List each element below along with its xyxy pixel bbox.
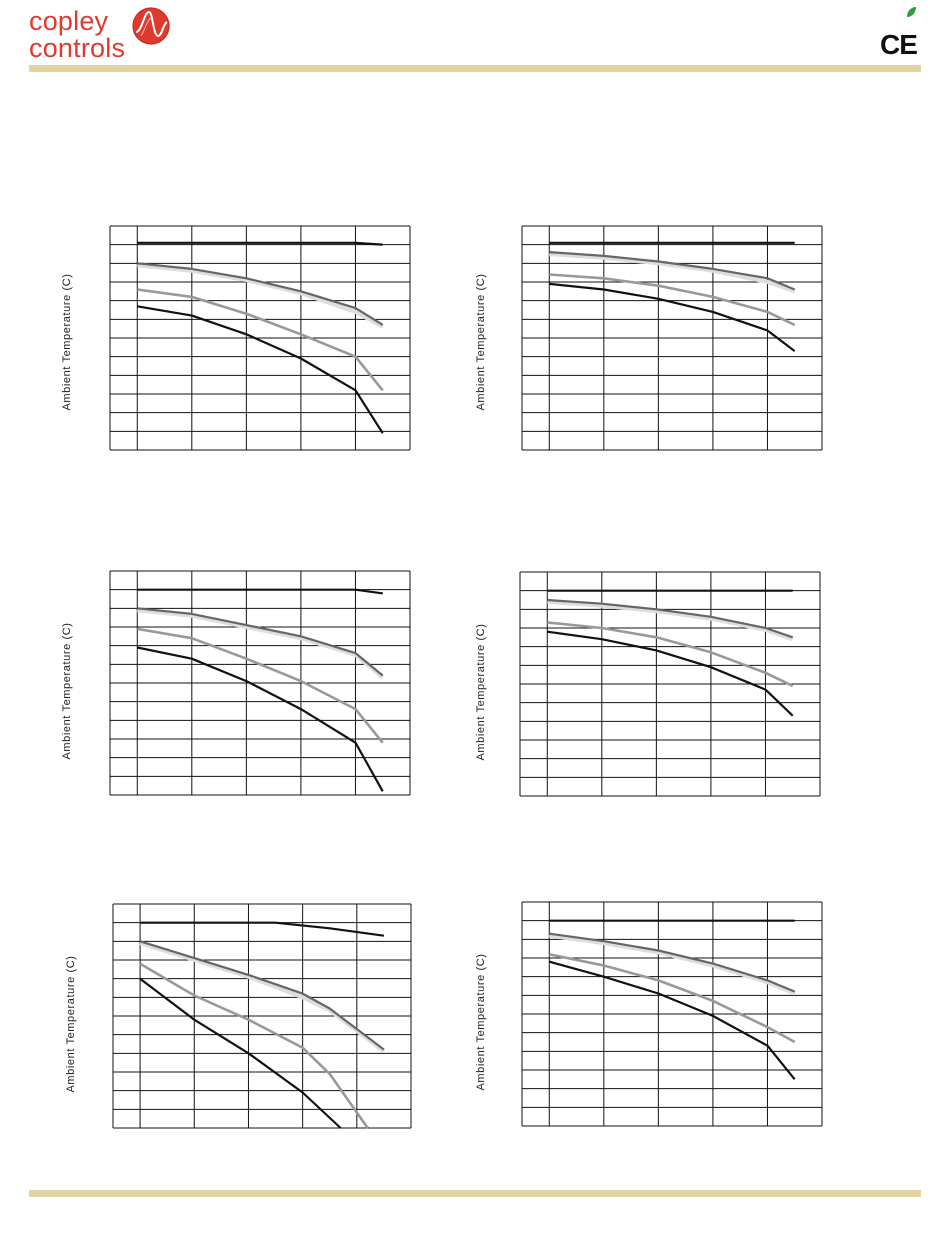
series-line-2 — [137, 263, 384, 329]
derating-chart-1: Ambient Temperature (C) — [61, 225, 411, 451]
series-line-1 — [140, 921, 385, 937]
series-line-2 — [137, 608, 384, 679]
series-line-3 — [549, 251, 796, 291]
series-line-4 — [549, 953, 796, 1044]
series-line-2 — [549, 933, 796, 996]
logo-text-line2: controls — [29, 33, 126, 63]
y-axis-label: Ambient Temperature (C) — [475, 273, 487, 410]
series-line-2 — [139, 941, 386, 1054]
series-line-5 — [137, 646, 384, 792]
y-axis-label: Ambient Temperature (C) — [65, 955, 77, 1092]
ce-mark-icon: CE — [880, 29, 918, 60]
y-axis-label: Ambient Temperature (C) — [475, 623, 487, 760]
series-line-4 — [137, 627, 384, 744]
header-rule — [29, 65, 921, 72]
y-axis-label: Ambient Temperature (C) — [475, 953, 487, 1090]
series-line-4 — [549, 273, 796, 327]
series-line-3 — [139, 940, 385, 1051]
series-line-3 — [137, 262, 384, 326]
y-axis-label: Ambient Temperature (C) — [61, 622, 73, 759]
y-axis-label: Ambient Temperature (C) — [61, 273, 73, 410]
series-line-5 — [549, 282, 796, 352]
series-line-2 — [549, 252, 796, 294]
footer-rule — [29, 1190, 921, 1197]
series-line-5 — [139, 977, 342, 1129]
series-line-3 — [547, 598, 794, 639]
series-line-4 — [547, 621, 794, 688]
derating-chart-4: Ambient Temperature (C) — [475, 571, 821, 797]
series-line-1 — [137, 588, 383, 595]
leaf-icon — [907, 7, 916, 17]
series-line-3 — [549, 932, 796, 993]
series-line-2 — [547, 599, 794, 642]
derating-chart-5: Ambient Temperature (C) — [65, 903, 412, 1129]
series-line-1 — [137, 241, 383, 246]
series-line-3 — [137, 607, 384, 677]
series-line-5 — [137, 305, 384, 434]
derating-chart-3: Ambient Temperature (C) — [61, 570, 411, 796]
logo-text-line1: copley — [29, 6, 109, 36]
series-line-4 — [139, 962, 369, 1129]
derating-chart-2: Ambient Temperature (C) — [475, 225, 823, 451]
copley-logo: copley controls — [29, 4, 174, 64]
series-line-5 — [547, 630, 794, 717]
copley-logo-icon — [132, 7, 170, 45]
series-line-4 — [137, 288, 384, 392]
series-line-5 — [549, 960, 796, 1080]
derating-chart-6: Ambient Temperature (C) — [475, 901, 823, 1127]
